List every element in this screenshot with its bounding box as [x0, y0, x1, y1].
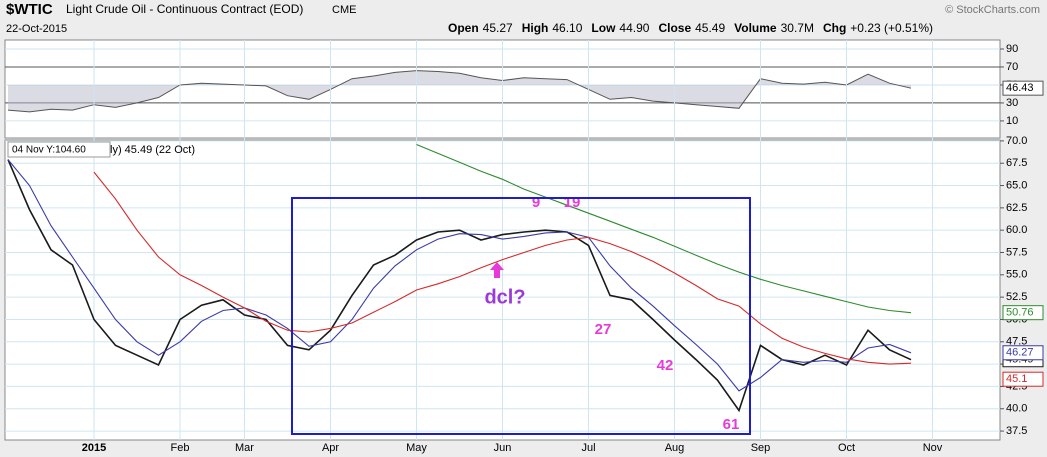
y-tick-label: 37.5 [1006, 425, 1027, 437]
x-tick-label: Apr [322, 442, 339, 454]
x-tick-label: May [406, 442, 427, 454]
rsi-fill [8, 70, 911, 112]
series-line [93, 171, 912, 365]
legend-text: ly) 45.49 (22 Oct) [110, 144, 195, 156]
quote-label: Low [591, 21, 616, 35]
y-tick-label: 10 [1006, 115, 1018, 127]
series-line [7, 159, 912, 392]
last-value-box [1002, 371, 1044, 387]
exchange: CME [332, 4, 356, 16]
y-tick-label: 52.5 [1006, 291, 1027, 303]
x-tick-label: Sep [751, 442, 771, 454]
annotation: 61 [723, 416, 740, 433]
credit: © StockCharts.com [945, 4, 1040, 16]
last-value-box [1002, 305, 1044, 321]
y-tick-label: 47.5 [1006, 336, 1027, 348]
y-tick-label: 70.0 [1006, 135, 1027, 147]
quote-value: 44.90 [619, 21, 649, 35]
instrument: Light Crude Oil - Continuous Contract (E… [66, 2, 303, 16]
annotation: 9 [532, 194, 540, 211]
quote-value: 45.27 [483, 21, 513, 35]
y-tick-label: 70 [1006, 61, 1018, 73]
y-tick-label: 40.0 [1006, 403, 1027, 415]
y-tick-label: 62.5 [1006, 202, 1027, 214]
last-value: 46.43 [1006, 82, 1034, 94]
quote-value: 46.10 [552, 21, 582, 35]
x-tick-label: Jul [581, 442, 595, 454]
tooltip-box [7, 141, 111, 158]
last-value-box [1002, 80, 1044, 96]
last-value: 46.27 [1006, 347, 1034, 359]
quote-label: Chg [823, 21, 846, 35]
quote-value: 45.49 [695, 21, 725, 35]
quote-label: Volume [734, 21, 777, 35]
x-tick-label: Oct [838, 442, 855, 454]
annotation: 19 [564, 194, 581, 211]
quote-label: High [522, 21, 549, 35]
x-tick-label: Mar [235, 442, 254, 454]
quote-label: Open [448, 21, 479, 35]
series-line [416, 143, 912, 314]
y-tick-label: 65.0 [1006, 179, 1027, 191]
x-tick-label: Aug [665, 442, 685, 454]
last-value-box [1002, 345, 1044, 361]
annotation: 27 [595, 321, 612, 338]
highlight-box [291, 197, 751, 435]
x-tick-label: 2015 [82, 442, 106, 454]
quote: Open 45.27 High 46.10 Low 44.90 Close 45.49 Volu… [448, 21, 933, 35]
quote-value: 30.7M [781, 21, 814, 35]
last-value: 45.1 [1006, 373, 1027, 385]
quote-label: Close [658, 21, 691, 35]
x-tick-label: Jun [494, 442, 512, 454]
x-tick-label: Nov [923, 442, 943, 454]
y-tick-label: 67.5 [1006, 157, 1027, 169]
annotation: 42 [657, 357, 674, 374]
symbol: $WTIC [6, 1, 53, 18]
y-tick-label: 90 [1006, 43, 1018, 55]
date: 22-Oct-2015 [6, 23, 67, 35]
y-tick-label: 30 [1006, 97, 1018, 109]
last-value: 50.76 [1006, 307, 1034, 319]
y-tick-label: 55.0 [1006, 269, 1027, 281]
annotation: dcl? [484, 286, 525, 308]
x-tick-label: Feb [171, 442, 190, 454]
tooltip: 04 Nov Y:104.60 [12, 145, 86, 156]
plot: 103050709046.4337.540.042.545.047.550.05… [5, 40, 1044, 454]
series-line [7, 159, 912, 413]
quote-value: +0.23 (+0.51%) [850, 21, 933, 35]
y-tick-label: 60.0 [1006, 224, 1027, 236]
arrow [490, 262, 504, 278]
y-tick-label: 57.5 [1006, 246, 1027, 258]
